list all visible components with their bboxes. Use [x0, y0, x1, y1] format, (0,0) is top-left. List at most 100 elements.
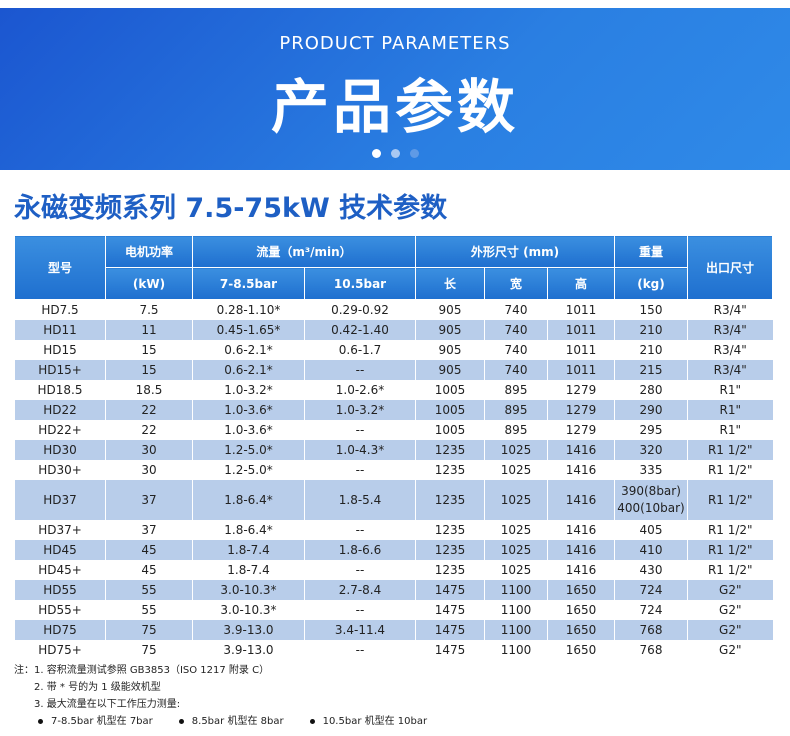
table-cell: 1.0-3.2*: [304, 400, 416, 420]
table-cell: 1.0-2.6*: [304, 380, 416, 400]
table-cell: G2": [687, 640, 773, 660]
table-cell: HD55: [14, 580, 106, 600]
table-cell: 0.6-1.7: [304, 340, 416, 360]
table-row: HD7.5 7.5 0.28-1.10* 0.29-0.92 905 740 1011 150…: [14, 299, 773, 320]
table-cell: 724: [614, 580, 688, 600]
table-cell: --: [304, 560, 416, 580]
table-cell: 2.7-8.4: [304, 580, 416, 600]
table-cell: 1475: [415, 600, 485, 620]
table-cell: 1416: [547, 540, 615, 560]
th: 高: [547, 267, 615, 300]
table-cell: 75: [105, 620, 193, 640]
table-cell: 3.0-10.3*: [192, 600, 305, 620]
table-cell: 895: [484, 420, 548, 440]
table-cell: 1.8-6.6: [304, 540, 416, 560]
table-cell: HD22: [14, 400, 106, 420]
note-prefix: 注：: [14, 665, 34, 676]
table-cell: R1": [687, 420, 773, 440]
table-cell: 215: [614, 360, 688, 380]
table-cell: 405: [614, 520, 688, 540]
table-row: HD45+ 45 1.8-7.4 -- 1235 1025 1416 430 R1 1/2": [14, 560, 773, 580]
table-cell: R3/4": [687, 320, 773, 340]
table-cell: 1.0-3.2*: [192, 380, 305, 400]
table-row: HD11 11 0.45-1.65* 0.42-1.40 905 740 1011 210 R3…: [14, 320, 773, 340]
table-cell: --: [304, 460, 416, 480]
table-cell: 1279: [547, 400, 615, 420]
table-cell: 1.2-5.0*: [192, 460, 305, 480]
table-cell: HD45: [14, 540, 106, 560]
table-cell: HD15+: [14, 360, 106, 380]
table-cell: 75: [105, 640, 193, 660]
bullet: 7-8.5bar 机型在 7bar: [38, 716, 153, 727]
table-cell: 0.28-1.10*: [192, 299, 305, 320]
th: 重量: [614, 235, 688, 268]
table-cell: 1.8-5.4: [304, 480, 416, 520]
table-cell: 1.8-6.4*: [192, 480, 305, 520]
banner-title: 产品参数: [270, 73, 519, 141]
table-cell: 280: [614, 380, 688, 400]
notes: 注：1. 容积流量测试参照 GB3853（ISO 1217 附录 C） 2. 带…: [14, 662, 453, 730]
table-cell: 0.6-2.1*: [192, 340, 305, 360]
table-cell: 1650: [547, 620, 615, 640]
table-cell: 320: [614, 440, 688, 460]
note: 2. 带 * 号的为 1 级能效机型: [34, 682, 161, 693]
table-cell: HD30+: [14, 460, 106, 480]
th: 型号: [14, 235, 106, 300]
table-cell: 1475: [415, 640, 485, 660]
table-row: HD30 30 1.2-5.0* 1.0-4.3* 1235 1025 1416 320 R1 …: [14, 440, 773, 460]
th: (kW): [105, 267, 193, 300]
table-cell: 210: [614, 320, 688, 340]
table-cell: HD55+: [14, 600, 106, 620]
table-cell: 1650: [547, 600, 615, 620]
table-cell: 740: [484, 340, 548, 360]
table-cell: G2": [687, 620, 773, 640]
th: (kg): [614, 267, 688, 300]
spec-table: 型号 电机功率 流量（m³/min） 外形尺寸 (mm) 重量 出口尺寸 (kW) 7-8.…: [14, 235, 773, 660]
table-cell: 1235: [415, 540, 485, 560]
table-cell: 210: [614, 340, 688, 360]
table-cell: 3.0-10.3*: [192, 580, 305, 600]
table-cell: 45: [105, 560, 193, 580]
table-cell: 1005: [415, 380, 485, 400]
table-cell: R1 1/2": [687, 460, 773, 480]
th: 外形尺寸 (mm): [415, 235, 615, 268]
th: 7-8.5bar: [192, 267, 305, 300]
table-cell: --: [304, 520, 416, 540]
table-cell: R1 1/2": [687, 480, 773, 520]
th: 电机功率: [105, 235, 193, 268]
table-row: HD45 45 1.8-7.4 1.8-6.6 1235 1025 1416 410 R1 1/…: [14, 540, 773, 560]
table-cell: R1 1/2": [687, 440, 773, 460]
table-cell: 0.45-1.65*: [192, 320, 305, 340]
table-cell: 11: [105, 320, 193, 340]
table-cell: HD37: [14, 480, 106, 520]
table-cell: HD45+: [14, 560, 106, 580]
carousel-dots: [0, 143, 790, 162]
table-cell: G2": [687, 580, 773, 600]
table-cell: 895: [484, 400, 548, 420]
table-cell: 895: [484, 380, 548, 400]
table-cell: 1.8-7.4: [192, 560, 305, 580]
table-cell: G2": [687, 600, 773, 620]
table-cell: 740: [484, 360, 548, 380]
table-cell: 18.5: [105, 380, 193, 400]
table-cell: 37: [105, 520, 193, 540]
table-cell: 3.9-13.0: [192, 620, 305, 640]
table-cell: 740: [484, 320, 548, 340]
heading: 永磁变频系列 7.5-75kW 技术参数: [14, 193, 448, 224]
table-cell: 30: [105, 460, 193, 480]
th: 出口尺寸: [687, 235, 773, 300]
table-cell: HD22+: [14, 420, 106, 440]
table-cell: 37: [105, 480, 193, 520]
table-cell: 1005: [415, 420, 485, 440]
banner: PRODUCT PARAMETERS 产品参数: [0, 8, 790, 170]
table-body: HD7.5 7.5 0.28-1.10* 0.29-0.92 905 740 1011 150…: [14, 299, 773, 660]
table-cell: R3/4": [687, 299, 773, 320]
table-cell: HD18.5: [14, 380, 106, 400]
table-row: HD55 55 3.0-10.3* 2.7-8.4 1475 1100 1650 724 G2": [14, 580, 773, 600]
table-cell: 1235: [415, 460, 485, 480]
table-row: HD15 15 0.6-2.1* 0.6-1.7 905 740 1011 210 R3/4": [14, 340, 773, 360]
table-cell: 55: [105, 580, 193, 600]
table-cell: 1025: [484, 460, 548, 480]
table-cell: 390(8bar) 400(10bar): [614, 480, 688, 520]
table-cell: 1475: [415, 580, 485, 600]
